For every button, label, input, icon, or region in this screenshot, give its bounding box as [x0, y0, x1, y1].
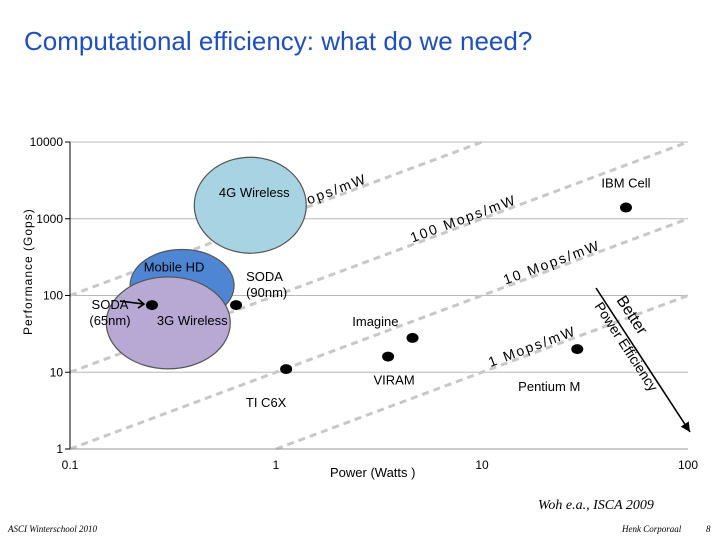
- x-tick-label: 100: [678, 458, 698, 472]
- point-label-soda-65nm: SODA: [92, 297, 129, 312]
- point-label-ti-c6x: TI C6X: [246, 395, 287, 410]
- x-tick-label: 1: [273, 458, 280, 472]
- efficiency-line-1-mops-mw: [275, 294, 689, 451]
- region-label-3g-wireless: 3G Wireless: [157, 313, 228, 328]
- point-label-soda-65nm-line2: (65nm): [89, 313, 130, 328]
- y-tick-label: 100: [43, 289, 63, 303]
- region-label-4g-wireless: 4G Wireless: [219, 185, 290, 200]
- point-label-soda-90nm: SODA: [246, 269, 283, 284]
- point-pentium-m: [571, 344, 584, 355]
- footer-right: Henk Corporaal: [622, 524, 682, 534]
- point-soda-90nm: [230, 300, 243, 311]
- efficiency-label-1-mops-mw: 1 Mops/mW: [486, 323, 578, 370]
- better-arrow-line: [595, 287, 691, 433]
- efficiency-line-10-mops-mw: [69, 217, 689, 451]
- point-label-imagine: Imagine: [352, 314, 398, 329]
- point-label-soda-90nm-line2: (90nm): [246, 285, 287, 300]
- soda-arrow: [119, 298, 146, 309]
- x-axis-label: Power (Watts ): [330, 465, 415, 480]
- y-tick-label: 1: [56, 442, 63, 456]
- x-tick-label: 10: [475, 458, 489, 472]
- point-imagine: [406, 332, 419, 343]
- slide-title: Computational efficiency: what do we nee…: [24, 26, 533, 56]
- y-tick-label: 10: [50, 365, 64, 379]
- point-soda-65nm: [145, 300, 158, 311]
- efficiency-label-10-mops-mw: 10 Mops/mW: [501, 237, 603, 288]
- x-tick-label: 0.1: [62, 458, 79, 472]
- citation: Woh e.a., ISCA 2009: [538, 498, 654, 513]
- y-tick-label: 10000: [30, 135, 64, 149]
- point-label-viram: VIRAM: [373, 373, 414, 388]
- point-ti-c6x: [280, 364, 293, 375]
- region-label-mobile-hd-video: Mobile HD: [144, 259, 205, 274]
- page-number: 8: [706, 524, 711, 534]
- y-tick-label: 1000: [36, 212, 63, 226]
- point-label-ibm-cell: IBM Cell: [601, 176, 650, 191]
- point-label-pentium-m: Pentium M: [518, 379, 580, 394]
- region-4g-wireless: [193, 156, 307, 254]
- footer-left: ASCI Winterschool 2010: [8, 524, 97, 534]
- point-ibm-cell: [619, 202, 632, 213]
- y-axis-label: Performance (Gops): [21, 208, 35, 335]
- point-viram: [382, 351, 395, 362]
- region-3g-wireless: [105, 276, 231, 370]
- chart-axes: 1 10 100 1000 10000 0.1 1 10 100 Power (Watts ) Pe…: [21, 135, 698, 480]
